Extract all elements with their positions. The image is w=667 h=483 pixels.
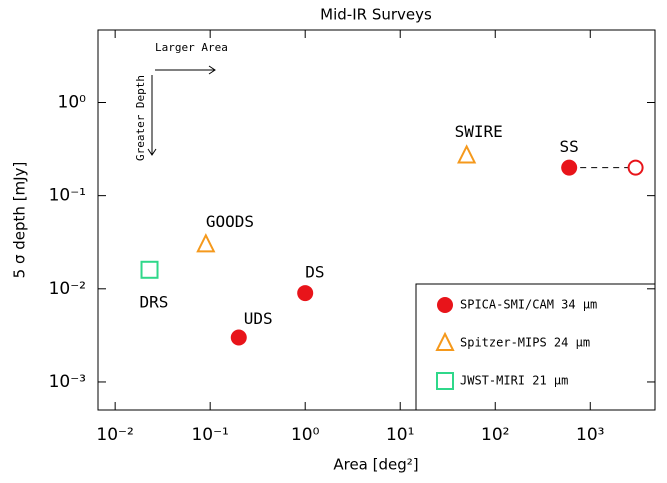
- arrow-head: [147, 148, 157, 156]
- x-tick-label: 10⁻¹: [191, 425, 228, 445]
- annotation: Greater Depth: [134, 75, 147, 161]
- point: [230, 329, 247, 346]
- point: [561, 159, 578, 176]
- point: [457, 144, 477, 164]
- y-tick-label: 10⁰: [58, 92, 87, 112]
- point: [297, 285, 314, 302]
- point: [627, 159, 644, 176]
- plot-frame: [97, 29, 656, 411]
- legend-marker: [437, 297, 453, 313]
- point-label: UDS: [244, 309, 273, 328]
- point-label: GOODS: [206, 212, 254, 231]
- legend-label: SPICA-SMI/CAM 34 μm: [460, 298, 597, 312]
- x-tick-label: 10²: [481, 425, 509, 445]
- x-tick-label: 10¹: [386, 425, 414, 445]
- point: [140, 260, 159, 279]
- point-label: DRS: [140, 292, 169, 311]
- point-label: SWIRE: [455, 122, 503, 141]
- x-tick-label: 10⁰: [291, 425, 320, 445]
- y-tick-label: 10⁻¹: [49, 186, 86, 206]
- x-tick-label: 10³: [576, 425, 604, 445]
- x-tick-label: 10⁻²: [96, 425, 133, 445]
- y-tick-label: 10⁻³: [49, 372, 86, 392]
- chart-title: Mid-IR Surveys: [320, 6, 432, 24]
- legend-marker: [435, 331, 455, 351]
- point: [196, 233, 216, 253]
- legend-marker: [436, 372, 454, 390]
- y-tick-label: 10⁻²: [49, 279, 86, 299]
- legend-box: [415, 283, 656, 411]
- point-label: DS: [305, 263, 324, 282]
- legend-label: JWST-MIRI 21 μm: [460, 374, 568, 388]
- annotation: Larger Area: [155, 41, 228, 54]
- legend-label: Spitzer-MIPS 24 μm: [460, 336, 590, 350]
- point-label: SS: [560, 137, 579, 156]
- y-axis-label: 5 σ depth [mJy]: [11, 162, 29, 279]
- arrow-head: [208, 65, 216, 75]
- x-axis-label: Area [deg²]: [333, 456, 418, 474]
